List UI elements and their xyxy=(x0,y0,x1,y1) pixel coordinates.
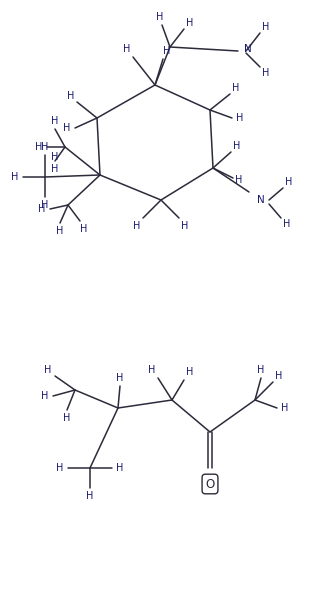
Text: H: H xyxy=(262,22,270,32)
Text: H: H xyxy=(233,141,241,151)
Text: H: H xyxy=(41,391,49,401)
Text: H: H xyxy=(283,219,291,229)
Text: H: H xyxy=(63,123,71,133)
Text: H: H xyxy=(35,142,43,152)
Text: H: H xyxy=(116,463,124,473)
Text: H: H xyxy=(186,18,194,28)
Text: H: H xyxy=(123,44,131,54)
Text: H: H xyxy=(257,365,265,375)
Text: H: H xyxy=(38,204,46,214)
Text: H: H xyxy=(262,68,270,78)
Text: H: H xyxy=(156,12,164,22)
Text: H: H xyxy=(11,172,19,182)
Text: H: H xyxy=(275,371,283,381)
Text: H: H xyxy=(51,152,59,162)
Text: H: H xyxy=(133,221,141,231)
Text: H: H xyxy=(232,83,240,93)
Text: H: H xyxy=(186,367,194,377)
Text: H: H xyxy=(86,491,94,501)
Text: H: H xyxy=(80,224,88,234)
Text: H: H xyxy=(236,113,244,123)
Text: H: H xyxy=(163,46,171,56)
Text: H: H xyxy=(67,91,75,101)
Text: H: H xyxy=(56,226,64,236)
Text: H: H xyxy=(56,463,64,473)
Text: H: H xyxy=(41,142,49,152)
Text: N: N xyxy=(257,195,265,205)
Text: H: H xyxy=(44,365,52,375)
Text: O: O xyxy=(205,477,215,490)
Text: H: H xyxy=(116,373,124,383)
Text: H: H xyxy=(41,200,49,210)
Text: N: N xyxy=(244,44,252,54)
Text: H: H xyxy=(51,116,59,126)
Text: H: H xyxy=(181,221,189,231)
Text: H: H xyxy=(235,175,243,185)
Text: H: H xyxy=(281,403,289,413)
Text: H: H xyxy=(285,177,293,187)
Text: H: H xyxy=(148,365,156,375)
Text: H: H xyxy=(51,164,59,174)
Text: H: H xyxy=(63,413,71,423)
